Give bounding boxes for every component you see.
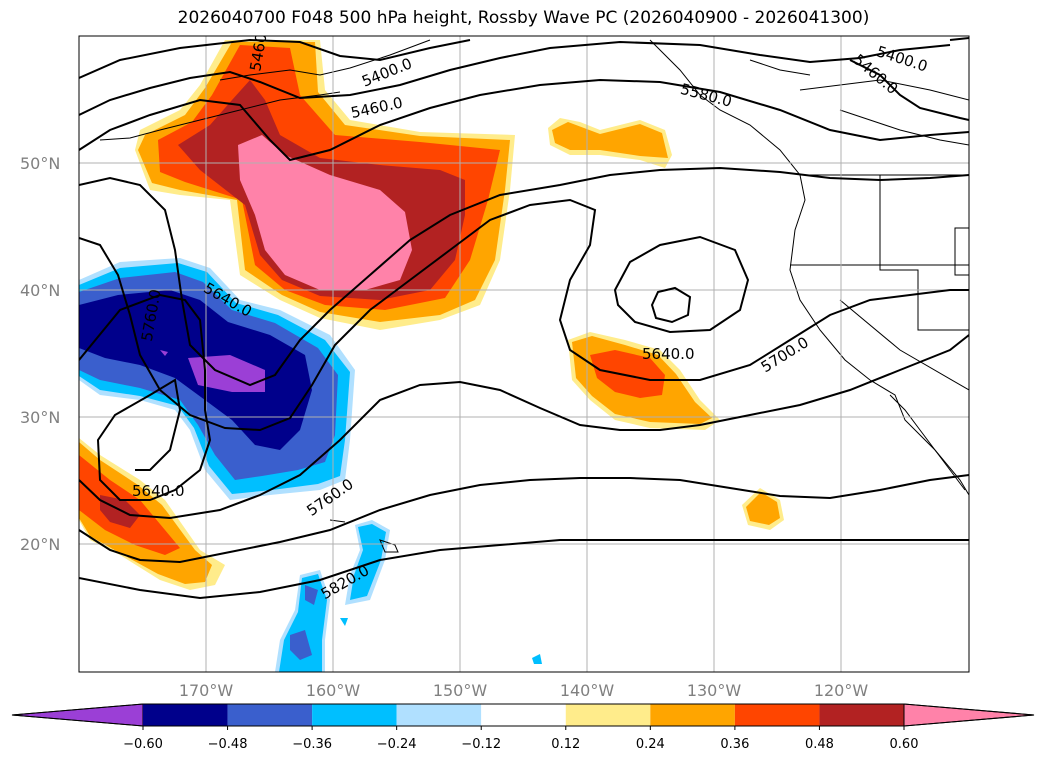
lat-label: 30°N [20,408,60,427]
colorbar-extend-low [11,703,144,727]
colorbar-tick-label: −0.48 [208,737,248,752]
colorbar-tick-label: −0.12 [461,737,501,752]
colorbar-swatch [396,704,482,726]
colorbar-swatch [734,704,820,726]
lat-label: 50°N [20,154,60,173]
negative-anomaly-south [275,520,542,672]
colorbar-swatch [481,704,566,726]
lon-label: 170°W [179,681,234,700]
contour-label: 5640.0 [132,482,185,500]
lat-label: 40°N [20,281,60,300]
positive-anomaly-small [742,488,784,530]
latitude-labels: 50°N 40°N 30°N 20°N [20,154,60,554]
height-contours [79,37,969,600]
colorbar-tick-label: 0.60 [890,737,919,752]
lat-label: 20°N [20,535,60,554]
lon-label: 130°W [687,681,742,700]
colorbar: −0.60 −0.48 −0.36 −0.24 −0.12 0.12 0.24 0.36 0.4… [11,703,1035,752]
colorbar-swatch [143,704,228,726]
gridlines [79,36,969,672]
lon-label: 120°W [814,681,869,700]
colorbar-swatch [650,704,735,726]
map-frame [78,35,970,673]
colorbar-tick-label: 0.12 [551,737,580,752]
colorbar-tick-label: 0.24 [636,737,665,752]
colorbar-tick-label: −0.24 [377,737,417,752]
colorbar-swatch [312,704,397,726]
longitude-labels: 170°W 160°W 150°W 140°W 130°W 120°W [179,681,869,700]
colorbar-swatches [11,703,1035,727]
map-title: 2026040700 F048 500 hPa height, Rossby W… [177,8,870,28]
coastlines [99,39,969,553]
colorbar-extend-high [903,703,1035,727]
colorbar-swatch [565,704,651,726]
colorbar-ticks: −0.60 −0.48 −0.36 −0.24 −0.12 0.12 0.24 0.36 0.4… [123,726,918,752]
colorbar-swatch [227,704,313,726]
colorbar-tick-label: −0.36 [292,737,332,752]
colorbar-tick-label: −0.60 [123,737,163,752]
colorbar-tick-label: 0.48 [805,737,834,752]
map-area: 5400.0 5460.0 5460.0 5400.0 5460.0 5580.… [79,36,969,672]
colorbar-tick-label: 0.36 [720,737,749,752]
negative-anomaly-west [79,258,355,500]
lon-label: 140°W [560,681,615,700]
positive-anomaly-gulf [548,118,672,168]
lon-label: 160°W [306,681,361,700]
contour-label: 5640.0 [642,345,695,363]
lon-label: 150°W [433,681,488,700]
positive-anomaly-central [568,332,720,430]
colorbar-swatch [819,704,904,726]
